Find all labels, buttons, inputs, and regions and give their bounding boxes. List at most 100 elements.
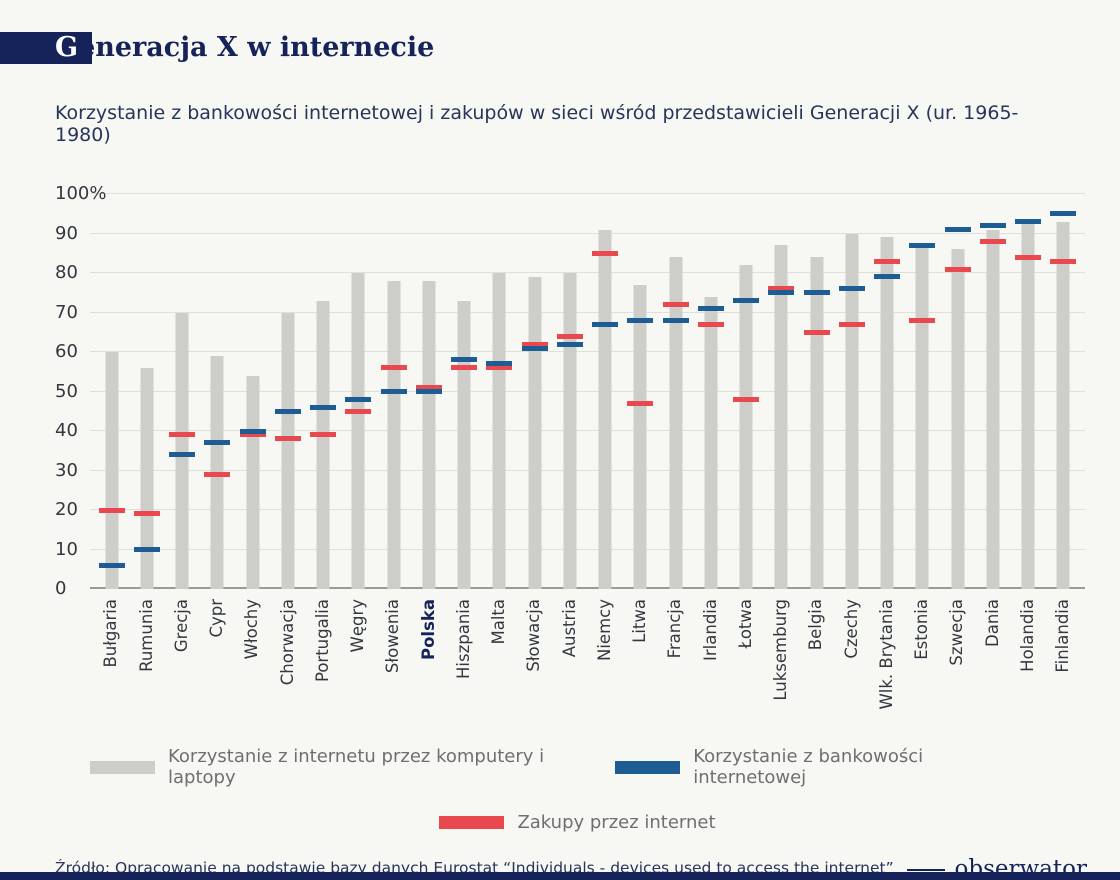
y-axis-label: 90 <box>55 222 78 244</box>
country-column <box>658 194 693 589</box>
country-column <box>693 194 728 589</box>
internet-use-bar <box>669 257 683 589</box>
country-label-cell: Cypr <box>200 599 235 724</box>
country-label-cell: Szwecja <box>940 599 975 724</box>
online-shopping-marker <box>204 471 231 477</box>
legend-row-1: Korzystanie z internetu przez komputery … <box>55 746 1065 788</box>
gridline <box>90 311 1085 313</box>
online-shopping-marker <box>415 385 442 391</box>
country-label-cell: Irlandia <box>693 599 728 724</box>
online-shopping-marker <box>486 365 513 371</box>
title-accent-block <box>0 32 92 64</box>
gridline <box>90 548 1085 550</box>
country-label: Polska <box>418 599 438 661</box>
gridline <box>90 232 1085 234</box>
y-axis-label: 10 <box>55 538 78 560</box>
online-shopping-marker <box>521 341 548 347</box>
internet-use-bar <box>739 265 753 589</box>
country-label: Finlandia <box>1053 599 1073 673</box>
internet-banking-marker <box>451 357 478 363</box>
gridline <box>90 587 1085 589</box>
country-column <box>1011 194 1046 589</box>
online-shopping-marker <box>803 329 830 335</box>
online-shopping-marker <box>909 317 936 323</box>
online-shopping-marker <box>874 258 901 264</box>
internet-banking-marker <box>486 361 513 367</box>
country-label: Litwa <box>630 599 650 643</box>
country-label-cell: Holandia <box>1011 599 1046 724</box>
internet-use-bar <box>422 280 436 589</box>
y-axis-label: 70 <box>55 301 78 323</box>
country-column <box>411 194 446 589</box>
country-label-cell: Austria <box>552 599 587 724</box>
online-shopping-marker <box>627 400 654 406</box>
online-shopping-marker <box>662 302 689 308</box>
country-column <box>517 194 552 589</box>
legend-swatch-gray <box>90 760 155 774</box>
online-shopping-marker <box>768 286 795 292</box>
country-label-cell: Wlk. Brytania <box>870 599 905 724</box>
online-shopping-marker <box>838 321 865 327</box>
country-column <box>94 194 129 589</box>
country-label: Bułgaria <box>101 599 121 668</box>
internet-banking-marker <box>768 290 795 296</box>
country-label-cell: Hiszpania <box>447 599 482 724</box>
internet-use-bar <box>281 312 295 589</box>
country-label-cell: Bułgaria <box>94 599 129 724</box>
y-axis-label: 100% <box>55 183 107 204</box>
country-label-cell: Czechy <box>834 599 869 724</box>
internet-use-bar <box>1021 221 1035 589</box>
legend-label-shopping: Zakupy przez internet <box>517 812 716 833</box>
internet-banking-marker <box>944 227 971 233</box>
country-label-cell: Litwa <box>623 599 658 724</box>
country-label-cell: Chorwacja <box>270 599 305 724</box>
legend-swatch-blue <box>615 760 681 774</box>
legend-swatch-red <box>439 816 505 829</box>
plot-area: 100% 90 80 70 60 50 40 30 20 10 0 <box>55 185 1085 598</box>
country-label: Węgry <box>348 599 368 653</box>
gridline <box>90 193 1085 194</box>
y-axis-label: 80 <box>55 262 78 283</box>
country-label-cell: Finlandia <box>1046 599 1081 724</box>
country-column <box>834 194 869 589</box>
internet-use-bar <box>457 300 471 589</box>
country-label-cell: Belgia <box>799 599 834 724</box>
online-shopping-marker <box>345 408 372 414</box>
internet-use-bar <box>528 276 542 589</box>
country-column <box>588 194 623 589</box>
country-column <box>376 194 411 589</box>
country-label-cell: Niemcy <box>588 599 623 724</box>
country-label-cell: Francja <box>658 599 693 724</box>
online-shopping-marker <box>133 511 160 517</box>
internet-use-bar <box>986 229 1000 589</box>
online-shopping-marker <box>733 396 760 402</box>
gridline <box>90 272 1085 273</box>
header: Generacja X w internecie <box>0 32 1065 68</box>
internet-use-bar <box>140 367 154 589</box>
internet-banking-marker <box>627 317 654 323</box>
country-column <box>729 194 764 589</box>
internet-banking-marker <box>310 404 337 410</box>
internet-banking-marker <box>662 317 689 323</box>
internet-banking-marker <box>874 274 901 280</box>
columns-container <box>90 194 1085 589</box>
country-label: Cypr <box>207 599 227 638</box>
country-label: Malta <box>489 599 509 645</box>
page-title: Generacja X w internecie <box>55 32 435 63</box>
internet-use-bar <box>387 280 401 589</box>
country-column <box>306 194 341 589</box>
country-label: Rumunia <box>136 599 156 672</box>
country-label: Słowacja <box>524 599 544 672</box>
online-shopping-marker <box>310 432 337 438</box>
y-axis-label: 20 <box>55 499 78 520</box>
country-label-cell: Luksemburg <box>764 599 799 724</box>
legend-item-internet-use: Korzystanie z internetu przez komputery … <box>90 746 615 788</box>
internet-banking-marker <box>1050 211 1077 217</box>
internet-banking-marker <box>415 389 442 394</box>
country-label: Portugalia <box>312 599 332 683</box>
online-shopping-marker <box>697 321 724 327</box>
internet-banking-marker <box>1015 219 1042 225</box>
country-label: Łotwa <box>735 599 755 649</box>
internet-banking-marker <box>592 321 619 327</box>
country-label: Estonia <box>912 599 932 660</box>
